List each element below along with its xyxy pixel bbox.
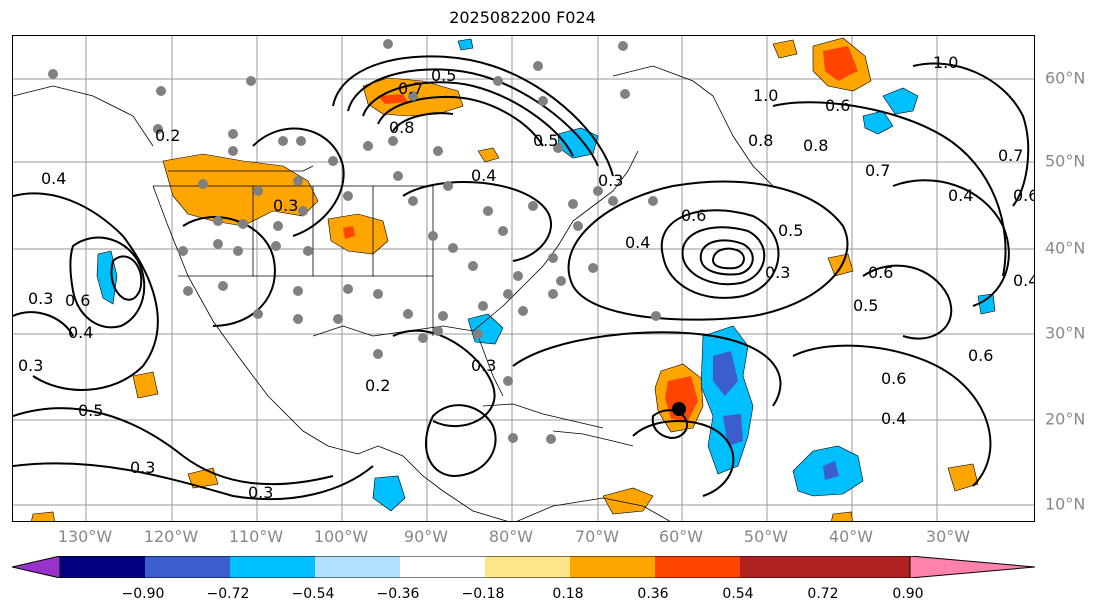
contour-label: 0.2 <box>155 126 180 145</box>
contour-label: 0.6 <box>681 206 706 225</box>
contour-label: 0.3 <box>18 356 43 375</box>
lat-label: 10°N <box>1045 494 1086 514</box>
colorbar-segment <box>145 556 230 578</box>
contour-label: 0.6 <box>825 96 850 115</box>
lon-label: 120°W <box>143 527 199 546</box>
contour-label: 0.3 <box>248 483 273 502</box>
contour-label: 0.8 <box>389 118 414 137</box>
contour-label: 1.0 <box>753 86 778 105</box>
contour-label: 0.3 <box>273 196 298 215</box>
colorbar <box>12 556 1035 578</box>
contour-label: 0.5 <box>533 131 558 150</box>
lat-label: 60°N <box>1045 68 1086 88</box>
contour-label: 0.8 <box>748 131 773 150</box>
lon-label: 90°W <box>403 527 449 546</box>
contour-label: 0.5 <box>431 66 456 85</box>
lon-label: 40°W <box>828 527 874 546</box>
colorbar-segment <box>655 556 740 578</box>
contour-label: 0.6 <box>65 291 90 310</box>
contour-label: 0.8 <box>803 136 828 155</box>
lon-label: 60°W <box>658 527 704 546</box>
colorbar-segment <box>60 556 145 578</box>
map-canvas: 0.5 0.7 0.8 0.5 0.4 0.2 0.4 0.3 0.3 0.6 … <box>13 36 1035 521</box>
lat-label: 50°N <box>1045 151 1086 171</box>
colorbar-tick: −0.72 <box>206 586 250 602</box>
colorbar-segment <box>825 556 910 578</box>
map-title: 2025082200 F024 <box>449 8 596 27</box>
contour-label: 0.3 <box>765 263 790 282</box>
contour-label: 0.7 <box>398 79 423 98</box>
colorbar-segment <box>485 556 570 578</box>
station-dots <box>48 39 661 444</box>
coastlines <box>13 65 774 521</box>
contour-label: 0.4 <box>625 233 650 252</box>
lat-label: 40°N <box>1045 238 1086 258</box>
lon-label: 80°W <box>488 527 534 546</box>
contour-label: 1.0 <box>933 53 958 72</box>
lon-label: 100°W <box>313 527 369 546</box>
lat-label: 20°N <box>1045 409 1086 429</box>
lon-label: 30°W <box>925 527 971 546</box>
colorbar-segment <box>910 556 1035 578</box>
colorbar-tick: 0.36 <box>637 586 669 602</box>
contour-label: 0.6 <box>881 369 906 388</box>
colorbar-tick: 0.72 <box>807 586 839 602</box>
contour-label: 0.5 <box>853 296 878 315</box>
colorbar-segment <box>12 556 60 578</box>
contour-label: 0.4 <box>881 409 906 428</box>
contour-label: 0.5 <box>778 221 803 240</box>
colorbar-tick: −0.54 <box>291 586 335 602</box>
colorbar-segment <box>400 556 485 578</box>
colorbar-segment <box>230 556 315 578</box>
colorbar-tick: −0.18 <box>461 586 505 602</box>
lon-label: 110°W <box>228 527 284 546</box>
contour-label: 0.3 <box>471 356 496 375</box>
contour-label: 0.6 <box>968 346 993 365</box>
colorbar-tick: −0.36 <box>376 586 420 602</box>
contour-label: 0.7 <box>998 146 1023 165</box>
colorbar-segment <box>740 556 825 578</box>
contour-label: 0.2 <box>365 376 390 395</box>
contour-label: 0.4 <box>948 186 973 205</box>
lon-label: 50°W <box>743 527 789 546</box>
colorbar-tick: −0.90 <box>121 586 165 602</box>
contour-label-group: 0.5 0.7 0.8 0.5 0.4 0.2 0.4 0.3 0.3 0.6 … <box>18 53 1035 502</box>
lat-label: 30°N <box>1045 323 1086 343</box>
contour-label: 0.3 <box>598 171 623 190</box>
contour-label: 0.4 <box>471 166 496 185</box>
storm-center-marker <box>672 402 686 416</box>
contour-label: 0.3 <box>130 458 155 477</box>
colorbar-segment <box>570 556 655 578</box>
contour-label: 0.4 <box>1013 271 1035 290</box>
contour-lines <box>13 55 1030 501</box>
contour-label: 0.4 <box>68 323 93 342</box>
colorbar-tick: 0.54 <box>722 586 754 602</box>
colorbar-tick: 0.18 <box>552 586 584 602</box>
contour-label: 0.3 <box>28 289 53 308</box>
map-panel: 0.5 0.7 0.8 0.5 0.4 0.2 0.4 0.3 0.3 0.6 … <box>12 35 1035 522</box>
contour-label: 0.7 <box>865 161 890 180</box>
contour-label: 0.6 <box>868 263 893 282</box>
contour-label: 0.5 <box>78 401 103 420</box>
lon-label: 130°W <box>57 527 113 546</box>
shaded-fields <box>31 37 996 521</box>
contour-label: 0.6 <box>1013 186 1035 205</box>
colorbar-tick: 0.90 <box>892 586 924 602</box>
lon-label: 70°W <box>574 527 620 546</box>
colorbar-segment <box>315 556 400 578</box>
contour-label: 0.4 <box>41 169 66 188</box>
